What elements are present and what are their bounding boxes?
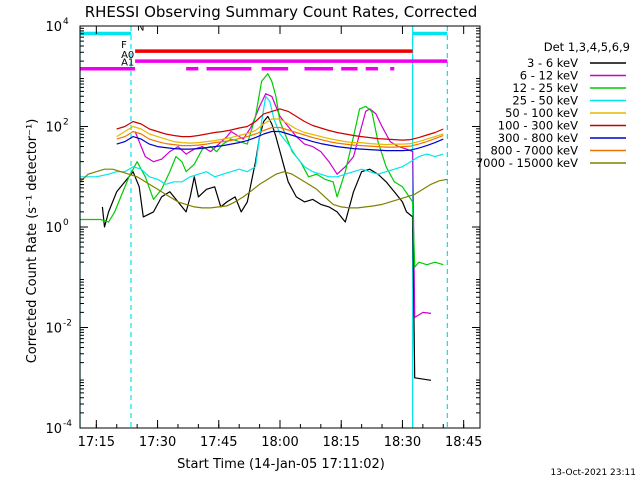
legend-label-8: 800 - 7000 keV <box>490 144 578 158</box>
y-tick-label-4: 10 <box>45 322 62 337</box>
chart-title: RHESSI Observing Summary Count Rates, Co… <box>85 3 478 21</box>
annotation-label-N: N <box>137 23 144 34</box>
legend-label-3: 12 - 25 keV <box>512 81 578 95</box>
legend-label-9: 7000 - 15000 keV <box>476 156 578 170</box>
x-axis-label: Start Time (14-Jan-05 17:11:02) <box>177 457 385 472</box>
y-tick-label-exponent-5: -4 <box>63 419 72 429</box>
legend-label-5: 50 - 100 keV <box>505 106 578 120</box>
y-tick-label-1: 10 <box>45 20 62 35</box>
series-line-1 <box>101 115 432 381</box>
legend-label-6: 100 - 300 keV <box>498 119 578 133</box>
series-line-8 <box>116 126 444 148</box>
series-line-2 <box>134 93 432 318</box>
x-tick-label-4: 18:00 <box>261 435 298 450</box>
legend-label-1: 3 - 6 keV <box>527 56 578 70</box>
x-tick-label-6: 18:30 <box>384 435 421 450</box>
series-line-9 <box>80 168 448 209</box>
series-line-6 <box>116 108 444 141</box>
annotation-label-A1: A1 <box>121 58 134 69</box>
series-line-4 <box>80 95 444 185</box>
y-tick-label-exponent-1: 4 <box>63 17 69 27</box>
annotation-label-A0: A0 <box>121 50 134 61</box>
x-tick-label-2: 17:30 <box>139 435 176 450</box>
x-tick-label-3: 17:45 <box>200 435 237 450</box>
legend-label-4: 25 - 50 keV <box>512 94 578 108</box>
legend-header: Det 1,3,4,5,6,9 <box>544 40 630 54</box>
plot-frame <box>79 25 481 429</box>
x-tick-label-1: 17:15 <box>78 435 115 450</box>
series-line-7 <box>116 130 444 152</box>
annotation-label-F: F <box>121 40 127 51</box>
x-tick-label-5: 18:15 <box>322 435 359 450</box>
x-tick-label-7: 18:45 <box>445 435 482 450</box>
legend-label-7: 300 - 800 keV <box>498 131 578 145</box>
series-line-3 <box>80 73 444 268</box>
generation-timestamp: 13-Oct-2021 23:11 <box>551 468 636 478</box>
y-tick-label-3: 10 <box>45 221 62 236</box>
series-line-5 <box>116 118 444 146</box>
y-tick-label-5: 10 <box>45 422 62 437</box>
y-tick-label-exponent-2: 2 <box>63 118 69 128</box>
y-tick-label-2: 10 <box>45 121 62 136</box>
y-tick-label-exponent-4: -2 <box>63 319 72 329</box>
legend-label-2: 6 - 12 keV <box>520 69 578 83</box>
y-tick-label-exponent-3: 0 <box>63 218 69 228</box>
y-axis-label: Corrected Count Rate (s⁻¹ detector⁻¹) <box>25 119 40 364</box>
